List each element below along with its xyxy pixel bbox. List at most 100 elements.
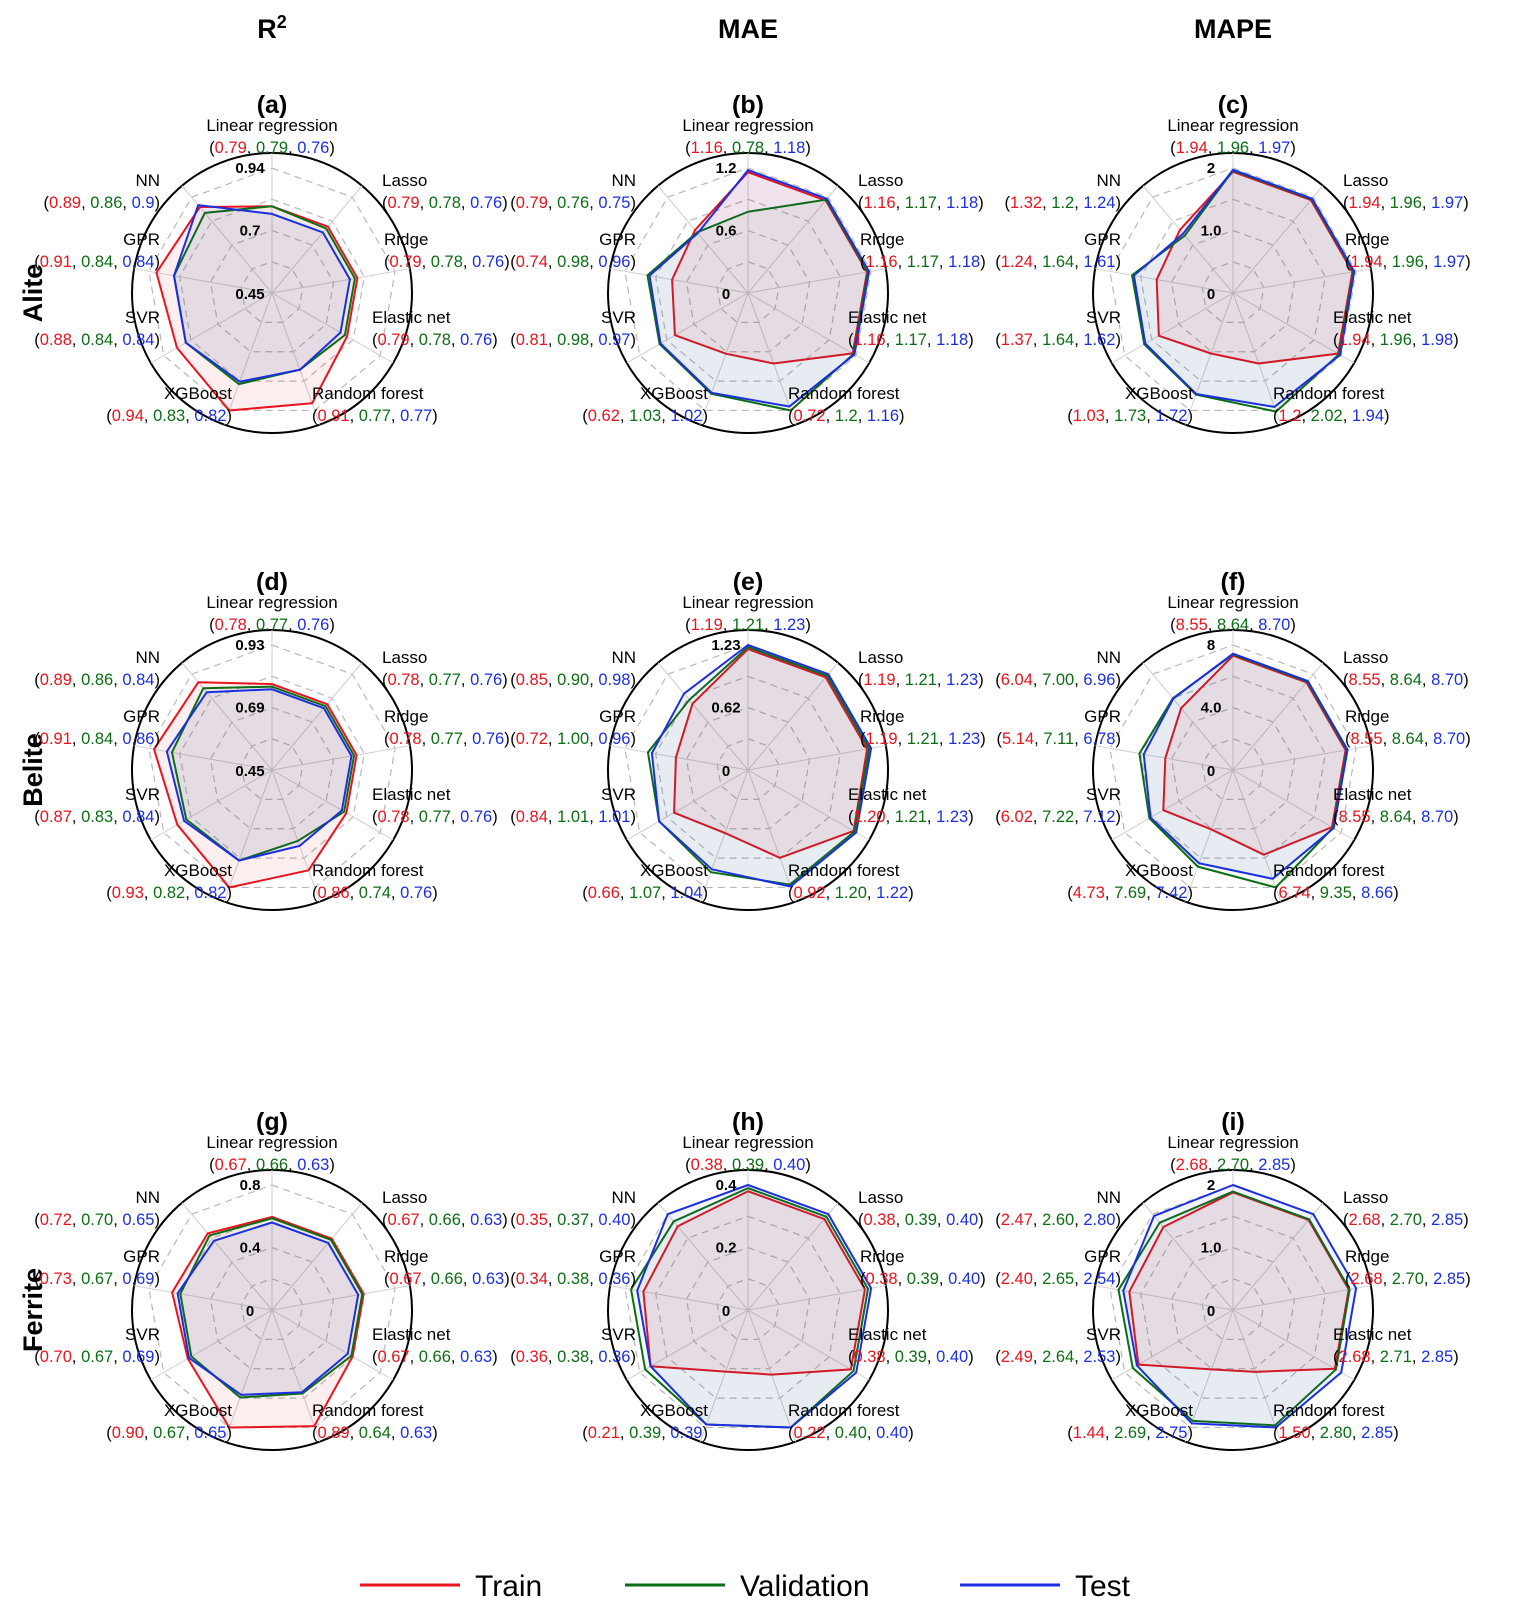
value-sep: , [72,1270,81,1288]
value-paren: ) [631,253,637,271]
radar-spoke [150,292,273,364]
value-paren: ) [1290,616,1296,634]
axis-label: Elastic net [848,308,927,327]
radar-spoke [271,769,321,902]
value-sep: , [1352,1424,1361,1442]
value-label: (0.79, 0.79, 0.76) [209,139,335,157]
radar-spoke [223,1309,273,1442]
value-sep: , [1249,139,1258,157]
value-paren: ( [372,331,378,349]
radar-spoke [626,292,749,364]
value-label: (6.74, 9.35, 8.66) [1273,884,1399,902]
value-sep: , [72,1211,81,1229]
value-sep: , [1412,808,1421,826]
value-paren: ) [1116,1270,1122,1288]
radar-gridline [716,738,780,800]
value-sep: , [927,808,936,826]
value-sep: , [1074,730,1083,748]
value-train: 8.55 [1349,671,1381,689]
radar-gridline [716,1278,780,1340]
value-label: (0.67, 0.66, 0.63) [384,1270,510,1288]
value-sep: , [350,1424,359,1442]
value-paren: ) [1453,331,1459,349]
value-test: 2.53 [1083,1348,1115,1366]
value-train: 0.89 [40,671,72,689]
value-paren: ) [155,808,161,826]
radar-spoke [181,662,273,771]
value-sep: , [589,1348,598,1366]
axis-label: XGBoost [164,1401,232,1420]
value-label: (2.68, 2.71, 2.85) [1333,1348,1459,1366]
legend-label: Train [475,1570,542,1603]
value-paren: ( [384,730,390,748]
value-label: (0.72, 0.70, 0.65) [34,1211,160,1229]
value-sep: , [1042,194,1051,212]
radar-spoke [657,1202,749,1311]
value-test: 0.77 [400,407,432,425]
value-paren: ) [492,808,498,826]
value-validation: 0.78 [419,331,451,349]
value-train: 2.68 [1349,1211,1381,1229]
value-sep: , [72,808,81,826]
axis-label: Lasso [1343,171,1388,190]
value-paren: ) [908,1424,914,1442]
value-sep: , [72,671,81,689]
value-paren: ) [1290,139,1296,157]
axis-label: SVR [601,1325,636,1344]
value-label: (0.89, 0.86, 0.9) [43,194,160,212]
series-line-train [1155,170,1354,365]
column-header: MAPE [1194,14,1272,44]
value-train: 0.90 [112,1424,144,1442]
axis-label: Elastic net [848,1325,927,1344]
value-validation: 0.84 [81,730,113,748]
axis-label: XGBoost [640,384,708,403]
radial-tick-label: 0.7 [240,223,261,240]
value-paren: ( [858,194,864,212]
value-validation: 1.64 [1042,253,1074,271]
radar-gridline [240,738,304,800]
axis-label: Linear regression [682,593,813,612]
value-sep: , [113,671,122,689]
value-sep: , [1381,1211,1390,1229]
value-test: 0.76 [470,194,502,212]
radar-spoke [1232,292,1282,425]
value-train: 6.02 [1001,808,1033,826]
value-validation: 0.66 [431,1270,463,1288]
radar-spoke [747,745,886,771]
value-test: 1.01 [598,808,630,826]
value-train: 0.35 [516,1211,548,1229]
value-label: (5.14, 7.11, 6.78) [997,730,1121,748]
series-line-validation [1117,1190,1351,1427]
axis-label: SVR [125,785,160,804]
axis-label: Lasso [858,1188,903,1207]
value-paren: ) [703,884,709,902]
value-paren: ( [1273,1424,1279,1442]
value-validation: 0.66 [256,1156,288,1174]
value-paren: ( [34,253,40,271]
value-test: 0.63 [297,1156,329,1174]
value-paren: ) [631,1211,637,1229]
radar-spoke [610,1285,749,1311]
radar-gridline [1201,1278,1265,1340]
value-validation: 7.11 [1043,730,1074,748]
radial-tick-label: 0.2 [716,1240,737,1257]
radar-spoke [747,769,797,902]
value-sep: , [937,1211,946,1229]
value-label: (0.92, 1.20, 1.22) [788,884,914,902]
axis-label: NN [611,1188,636,1207]
value-test: 0.40 [773,1156,805,1174]
axis-label: SVR [601,785,636,804]
series-line-train [171,1215,365,1429]
value-validation: 1.07 [629,884,661,902]
value-paren: ) [155,1270,161,1288]
value-sep: , [1371,808,1380,826]
value-paren: ) [980,253,986,271]
value-train: 0.88 [40,331,72,349]
value-paren: ) [1116,808,1122,826]
value-test: 8.70 [1433,730,1465,748]
value-label: (1.16, 1.17, 1.18) [860,253,986,271]
value-paren: ) [1116,331,1122,349]
radar-gridline [1170,1246,1296,1370]
value-paren: ( [995,1348,1001,1366]
value-label: (0.79, 0.78, 0.76) [382,194,508,212]
